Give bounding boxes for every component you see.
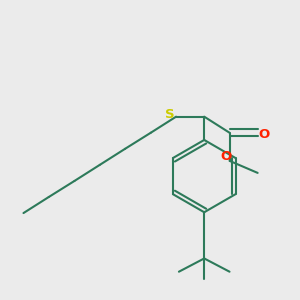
Text: O: O — [220, 149, 231, 163]
Text: S: S — [165, 108, 175, 121]
Text: O: O — [258, 128, 269, 141]
